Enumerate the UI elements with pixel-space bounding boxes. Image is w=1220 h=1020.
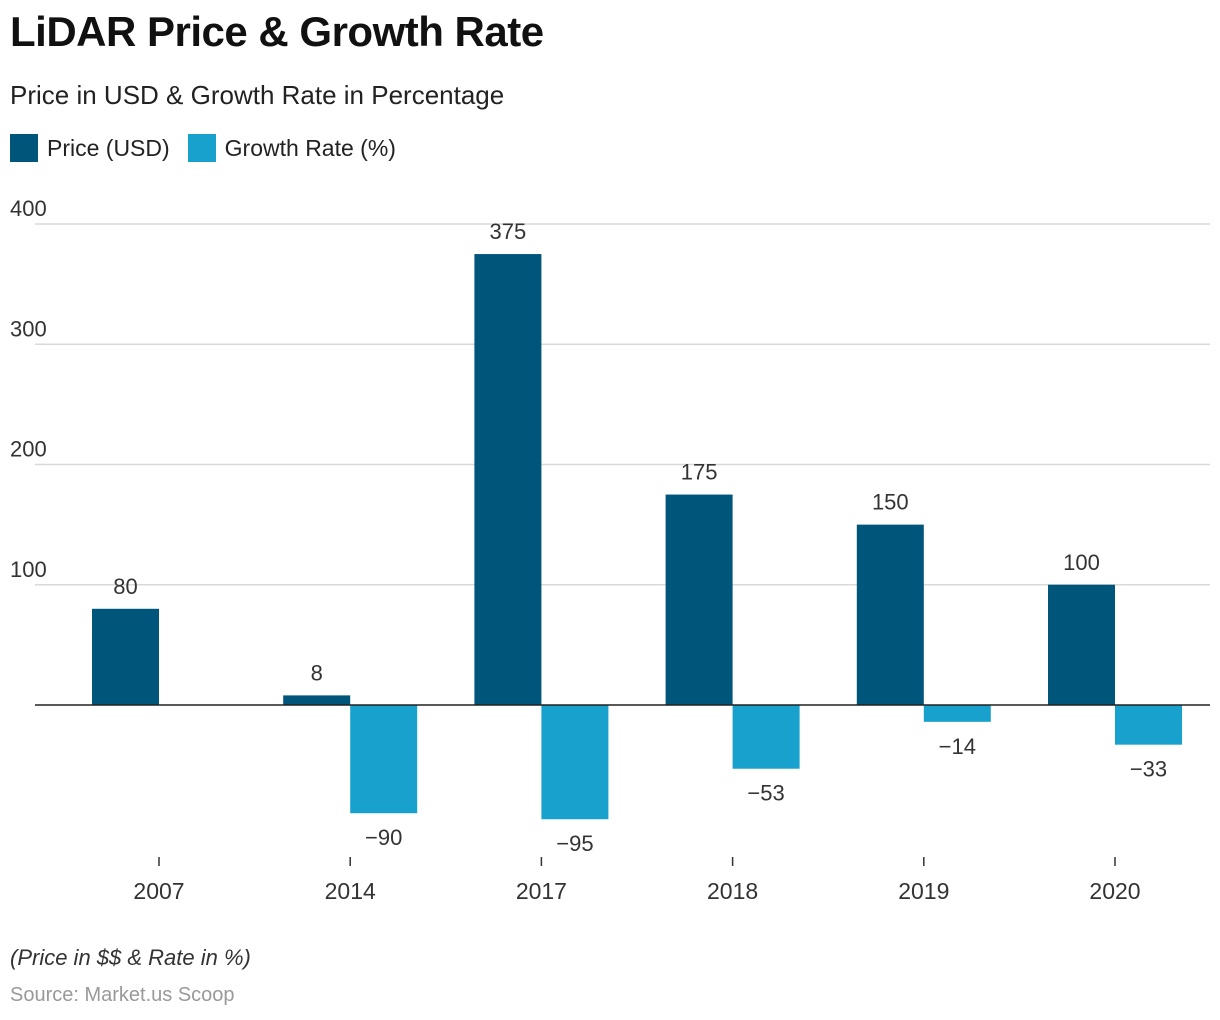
x-tick-label-2014: 2014: [325, 878, 376, 904]
growth-bar-2020: [1115, 705, 1182, 745]
growth-bar-2019: [923, 705, 991, 722]
x-tick-label-2017: 2017: [516, 878, 567, 904]
growth-bar-2017: [541, 705, 609, 820]
chart-source: Source: Market.us Scoop: [10, 984, 235, 1006]
chart-note: (Price in $$ & Rate in %): [10, 945, 251, 970]
y-tick-label-200: 200: [10, 437, 47, 462]
growth-label-2017: −95: [556, 831, 593, 856]
price-bar-2019: [856, 524, 924, 705]
price-bar-2018: [665, 494, 733, 705]
price-label-2007: 80: [113, 574, 137, 599]
price-bar-2007: [92, 608, 159, 705]
legend-label-growth: Growth Rate (%): [224, 134, 396, 161]
legend: Price (USD) Growth Rate (%): [10, 134, 414, 162]
x-tick-label-2007: 2007: [133, 878, 184, 904]
growth-label-2014: −90: [365, 825, 402, 850]
growth-label-2019: −14: [939, 734, 976, 759]
y-tick-label-400: 400: [10, 196, 47, 221]
price-bar-2020: [1048, 584, 1115, 705]
chart-title: LiDAR Price & Growth Rate: [10, 8, 544, 55]
legend-swatch-price: [10, 134, 38, 162]
growth-label-2018: −53: [747, 781, 784, 806]
legend-label-price: Price (USD): [47, 134, 170, 161]
price-label-2019: 150: [872, 490, 909, 515]
growth-label-2020: −33: [1130, 757, 1167, 782]
y-tick-label-100: 100: [10, 557, 47, 582]
price-label-2018: 175: [681, 460, 718, 485]
price-label-2020: 100: [1063, 550, 1100, 575]
y-tick-label-300: 300: [10, 316, 47, 341]
legend-swatch-growth: [187, 134, 216, 162]
chart-subtitle: Price in USD & Growth Rate in Percentage: [10, 80, 505, 110]
legend-item-price: Price (USD): [10, 134, 170, 162]
growth-bar-2018: [732, 705, 800, 769]
x-tick-label-2018: 2018: [707, 878, 758, 904]
price-bar-2014: [283, 695, 351, 705]
legend-item-growth: Growth Rate (%): [187, 134, 396, 162]
price-label-2014: 8: [311, 660, 323, 685]
price-bar-2017: [474, 254, 542, 705]
x-tick-label-2020: 2020: [1089, 878, 1140, 904]
growth-bar-2014: [350, 705, 418, 814]
x-tick-label-2019: 2019: [898, 878, 949, 904]
price-label-2017: 375: [490, 219, 527, 244]
